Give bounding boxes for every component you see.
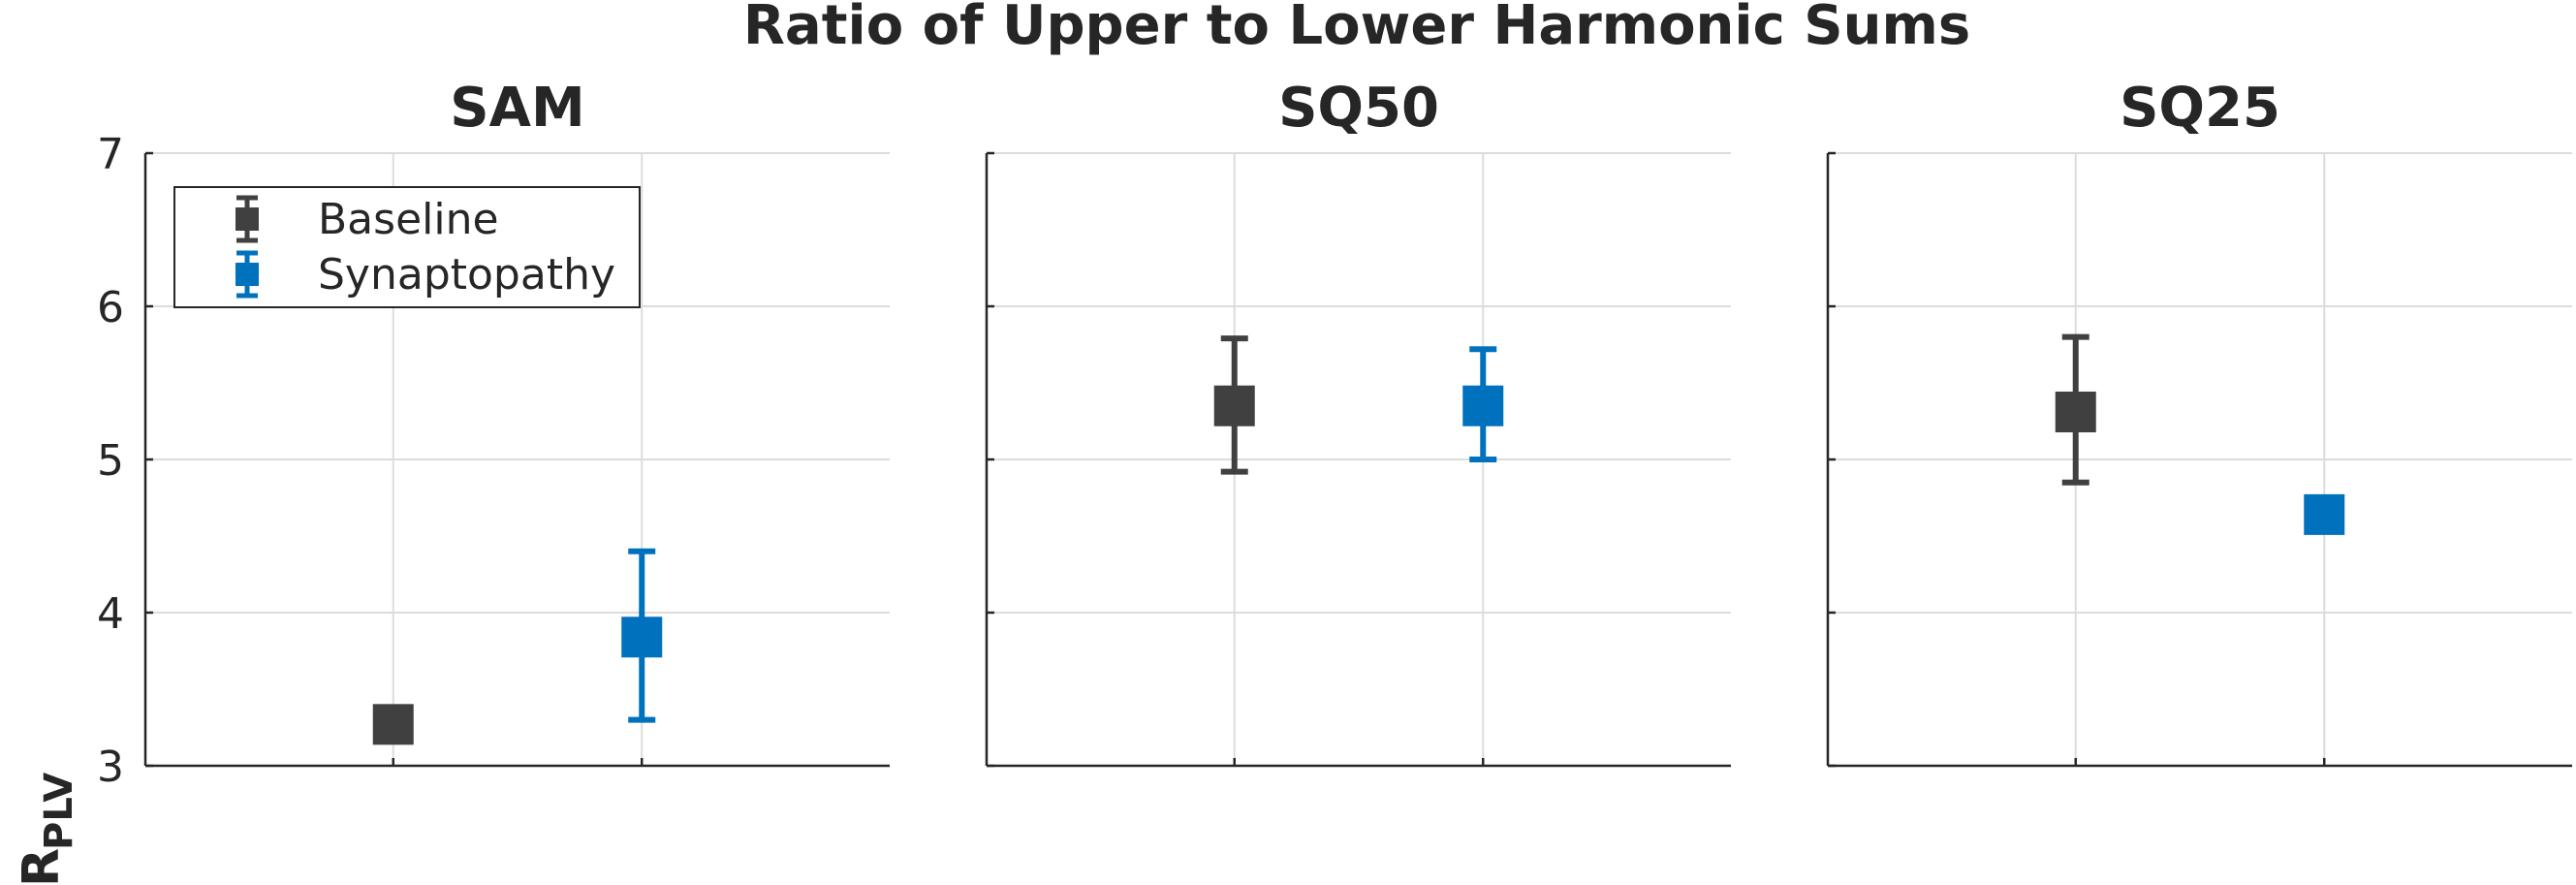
legend-marker [236, 207, 259, 231]
y-tick-label: 3 [97, 743, 124, 792]
y-tick-label: 5 [97, 436, 124, 486]
panel-title: SAM [450, 77, 584, 140]
panel-sq50: SQ50 [985, 77, 1731, 768]
marker-synaptopathy [621, 548, 663, 723]
data-point [621, 616, 663, 658]
marker-baseline [2055, 333, 2096, 486]
y-axis-label-main: R [13, 848, 71, 885]
y-axis-label: R PLV [13, 773, 81, 885]
data-point [2055, 392, 2096, 433]
figure-title: Ratio of Upper to Lower Harmonic Sums [743, 0, 1970, 57]
panel-title: SQ25 [2120, 77, 2280, 140]
panels: SAM 3 4 5 6 7 SQ50 SQ25 [97, 77, 2572, 792]
legend: Baseline Synaptopathy [173, 186, 641, 308]
data-point [1462, 385, 1504, 427]
panel-sam: SAM 3 4 5 6 7 [97, 77, 890, 792]
marker-baseline [1213, 335, 1255, 475]
data-point [1213, 385, 1255, 427]
marker-synaptopathy [2304, 493, 2345, 535]
legend-entry: Baseline [236, 195, 499, 244]
legend-label: Synaptopathy [318, 250, 615, 300]
data-point [372, 704, 414, 745]
y-tick-label: 7 [97, 130, 124, 179]
legend-entry: Synaptopathy [236, 250, 615, 300]
marker-baseline [372, 704, 414, 745]
y-tick-label: 4 [97, 589, 124, 639]
panel-sq25: SQ25 [1826, 77, 2572, 768]
legend-label: Baseline [318, 195, 499, 244]
data-point [2304, 493, 2345, 535]
marker-synaptopathy [1462, 346, 1504, 462]
legend-marker [236, 263, 259, 286]
panel-title: SQ50 [1278, 77, 1439, 140]
y-axis-label-sub: PLV [37, 773, 81, 850]
y-tick-label: 6 [97, 283, 124, 332]
legend-box [173, 186, 641, 308]
